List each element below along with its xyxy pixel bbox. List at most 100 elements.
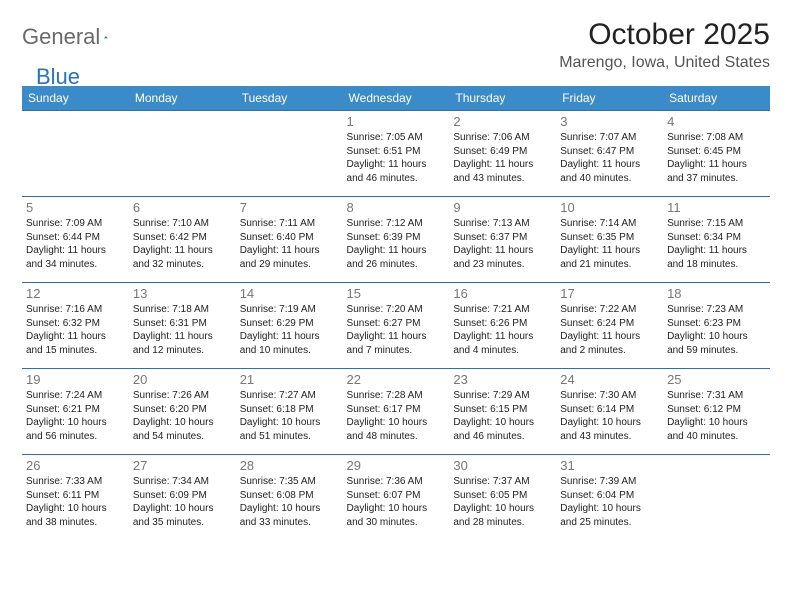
calendar-cell: 12 Sunrise: 7:16 AMSunset: 6:32 PMDayligh…: [22, 283, 129, 369]
day-number: 8: [347, 200, 446, 215]
calendar-cell: [129, 111, 236, 197]
day-details: Sunrise: 7:09 AMSunset: 6:44 PMDaylight:…: [26, 217, 125, 271]
calendar-body: 1Sunrise: 7:05 AMSunset: 6:51 PMDaylight…: [22, 111, 770, 541]
day-number: 22: [347, 372, 446, 387]
calendar-row: 12 Sunrise: 7:16 AMSunset: 6:32 PMDayligh…: [22, 283, 770, 369]
day-details: Sunrise: 7:37 AMSunset: 6:05 PMDaylight:…: [453, 475, 552, 529]
day-number: 10: [560, 200, 659, 215]
calendar-cell: 4 Sunrise: 7:08 AMSunset: 6:45 PMDaylight…: [663, 111, 770, 197]
calendar-header-row: Sunday Monday Tuesday Wednesday Thursday…: [22, 86, 770, 111]
day-details: Sunrise: 7:05 AMSunset: 6:51 PMDaylight:…: [347, 131, 446, 185]
day-number: 12: [26, 286, 125, 301]
calendar-cell: 17 Sunrise: 7:22 AMSunset: 6:24 PMDayligh…: [556, 283, 663, 369]
day-number: 18: [667, 286, 766, 301]
day-number: 26: [26, 458, 125, 473]
day-number: 25: [667, 372, 766, 387]
day-details: Sunrise: 7:11 AMSunset: 6:40 PMDaylight:…: [240, 217, 339, 271]
day-details: Sunrise: 7:08 AMSunset: 6:45 PMDaylight:…: [667, 131, 766, 185]
day-details: Sunrise: 7:35 AMSunset: 6:08 PMDaylight:…: [240, 475, 339, 529]
calendar-cell: 16Sunrise: 7:21 AMSunset: 6:26 PMDayligh…: [449, 283, 556, 369]
day-number: 21: [240, 372, 339, 387]
day-number: 2: [453, 114, 552, 129]
calendar-cell: 6 Sunrise: 7:10 AMSunset: 6:42 PMDaylight…: [129, 197, 236, 283]
day-number: 17: [560, 286, 659, 301]
location-text: Marengo, Iowa, United States: [559, 54, 770, 72]
calendar-cell: 27 Sunrise: 7:34 AMSunset: 6:09 PMDayligh…: [129, 455, 236, 541]
calendar-cell: 2 Sunrise: 7:06 AMSunset: 6:49 PMDaylight…: [449, 111, 556, 197]
brand-part2: Blue: [36, 64, 80, 90]
calendar-cell: 8Sunrise: 7:12 AMSunset: 6:39 PMDaylight…: [343, 197, 450, 283]
calendar-cell: 14Sunrise: 7:19 AMSunset: 6:29 PMDayligh…: [236, 283, 343, 369]
day-details: Sunrise: 7:24 AMSunset: 6:21 PMDaylight:…: [26, 389, 125, 443]
day-details: Sunrise: 7:27 AMSunset: 6:18 PMDaylight:…: [240, 389, 339, 443]
day-number: 7: [240, 200, 339, 215]
calendar-row: 26Sunrise: 7:33 AMSunset: 6:11 PMDayligh…: [22, 455, 770, 541]
calendar-cell: 1Sunrise: 7:05 AMSunset: 6:51 PMDaylight…: [343, 111, 450, 197]
dayname-sat: Saturday: [663, 86, 770, 111]
day-number: 14: [240, 286, 339, 301]
calendar-cell: 23 Sunrise: 7:29 AMSunset: 6:15 PMDayligh…: [449, 369, 556, 455]
day-details: Sunrise: 7:10 AMSunset: 6:42 PMDaylight:…: [133, 217, 232, 271]
day-number: 27: [133, 458, 232, 473]
calendar-cell: 20Sunrise: 7:26 AMSunset: 6:20 PMDayligh…: [129, 369, 236, 455]
calendar-cell: [236, 111, 343, 197]
day-details: Sunrise: 7:07 AMSunset: 6:47 PMDaylight:…: [560, 131, 659, 185]
day-number: 28: [240, 458, 339, 473]
day-details: Sunrise: 7:20 AMSunset: 6:27 PMDaylight:…: [347, 303, 446, 357]
day-details: Sunrise: 7:15 AMSunset: 6:34 PMDaylight:…: [667, 217, 766, 271]
dayname-mon: Monday: [129, 86, 236, 111]
day-number: 30: [453, 458, 552, 473]
calendar-cell: 15 Sunrise: 7:20 AMSunset: 6:27 PMDayligh…: [343, 283, 450, 369]
day-details: Sunrise: 7:22 AMSunset: 6:24 PMDaylight:…: [560, 303, 659, 357]
sail-icon: [104, 28, 108, 46]
brand-logo: General: [22, 18, 128, 50]
calendar-cell: 10 Sunrise: 7:14 AMSunset: 6:35 PMDayligh…: [556, 197, 663, 283]
day-number: 23: [453, 372, 552, 387]
day-details: Sunrise: 7:13 AMSunset: 6:37 PMDaylight:…: [453, 217, 552, 271]
day-details: Sunrise: 7:06 AMSunset: 6:49 PMDaylight:…: [453, 131, 552, 185]
day-number: 15: [347, 286, 446, 301]
day-number: 3: [560, 114, 659, 129]
calendar-cell: 24Sunrise: 7:30 AMSunset: 6:14 PMDayligh…: [556, 369, 663, 455]
calendar-cell: 30 Sunrise: 7:37 AMSunset: 6:05 PMDayligh…: [449, 455, 556, 541]
calendar-cell: 7 Sunrise: 7:11 AMSunset: 6:40 PMDaylight…: [236, 197, 343, 283]
day-details: Sunrise: 7:29 AMSunset: 6:15 PMDaylight:…: [453, 389, 552, 443]
dayname-tue: Tuesday: [236, 86, 343, 111]
dayname-thu: Thursday: [449, 86, 556, 111]
month-title: October 2025: [559, 18, 770, 52]
calendar-cell: 9Sunrise: 7:13 AMSunset: 6:37 PMDaylight…: [449, 197, 556, 283]
day-number: 31: [560, 458, 659, 473]
title-block: October 2025 Marengo, Iowa, United State…: [559, 18, 770, 72]
day-details: Sunrise: 7:16 AMSunset: 6:32 PMDaylight:…: [26, 303, 125, 357]
calendar-cell: 21 Sunrise: 7:27 AMSunset: 6:18 PMDayligh…: [236, 369, 343, 455]
day-details: Sunrise: 7:31 AMSunset: 6:12 PMDaylight:…: [667, 389, 766, 443]
calendar-cell: 25 Sunrise: 7:31 AMSunset: 6:12 PMDayligh…: [663, 369, 770, 455]
calendar-cell: [22, 111, 129, 197]
calendar-cell: [663, 455, 770, 541]
day-details: Sunrise: 7:28 AMSunset: 6:17 PMDaylight:…: [347, 389, 446, 443]
day-details: Sunrise: 7:34 AMSunset: 6:09 PMDaylight:…: [133, 475, 232, 529]
calendar-cell: 13Sunrise: 7:18 AMSunset: 6:31 PMDayligh…: [129, 283, 236, 369]
calendar-row: 19Sunrise: 7:24 AMSunset: 6:21 PMDayligh…: [22, 369, 770, 455]
calendar-cell: 26Sunrise: 7:33 AMSunset: 6:11 PMDayligh…: [22, 455, 129, 541]
dayname-fri: Friday: [556, 86, 663, 111]
calendar-cell: 3 Sunrise: 7:07 AMSunset: 6:47 PMDaylight…: [556, 111, 663, 197]
day-details: Sunrise: 7:14 AMSunset: 6:35 PMDaylight:…: [560, 217, 659, 271]
calendar-cell: 28 Sunrise: 7:35 AMSunset: 6:08 PMDayligh…: [236, 455, 343, 541]
day-number: 6: [133, 200, 232, 215]
calendar-cell: 31 Sunrise: 7:39 AMSunset: 6:04 PMDayligh…: [556, 455, 663, 541]
calendar-cell: 5Sunrise: 7:09 AMSunset: 6:44 PMDaylight…: [22, 197, 129, 283]
calendar-cell: 18 Sunrise: 7:23 AMSunset: 6:23 PMDayligh…: [663, 283, 770, 369]
dayname-wed: Wednesday: [343, 86, 450, 111]
day-details: Sunrise: 7:21 AMSunset: 6:26 PMDaylight:…: [453, 303, 552, 357]
day-details: Sunrise: 7:23 AMSunset: 6:23 PMDaylight:…: [667, 303, 766, 357]
calendar-cell: 29Sunrise: 7:36 AMSunset: 6:07 PMDayligh…: [343, 455, 450, 541]
day-details: Sunrise: 7:39 AMSunset: 6:04 PMDaylight:…: [560, 475, 659, 529]
calendar-cell: 22 Sunrise: 7:28 AMSunset: 6:17 PMDayligh…: [343, 369, 450, 455]
calendar-cell: 11 Sunrise: 7:15 AMSunset: 6:34 PMDayligh…: [663, 197, 770, 283]
day-number: 11: [667, 200, 766, 215]
brand-part1: General: [22, 24, 100, 50]
day-details: Sunrise: 7:36 AMSunset: 6:07 PMDaylight:…: [347, 475, 446, 529]
day-details: Sunrise: 7:26 AMSunset: 6:20 PMDaylight:…: [133, 389, 232, 443]
day-number: 4: [667, 114, 766, 129]
